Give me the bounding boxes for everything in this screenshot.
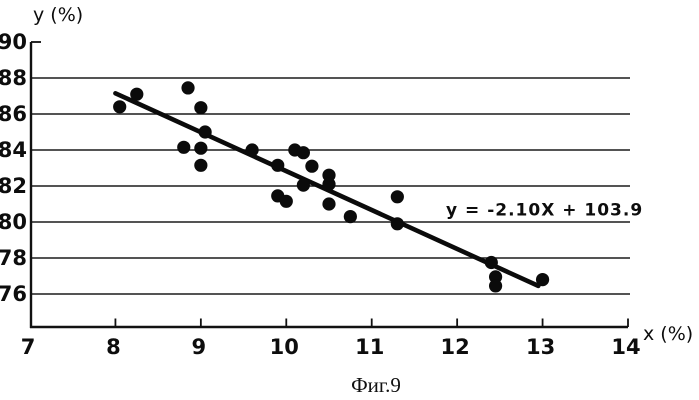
x-tick-label: 9 (192, 335, 207, 359)
equation-label: y = -2.10X + 103.9 (446, 201, 643, 221)
data-point (390, 190, 404, 204)
data-point (488, 279, 503, 293)
data-point (390, 217, 404, 231)
y-tick-label: 76 (0, 282, 27, 306)
data-point (271, 158, 285, 172)
data-points (113, 81, 550, 293)
x-tick-label: 8 (106, 335, 121, 359)
x-axis-title: x (%) (643, 323, 693, 345)
x-tick-label: 11 (355, 335, 384, 359)
y-tick-label: 80 (0, 210, 27, 234)
data-point (130, 87, 144, 101)
y-tick-label: 90 (0, 30, 27, 54)
x-axis-tick-labels: 7 8 9 10 11 12 13 14 (21, 335, 641, 359)
data-point (181, 81, 195, 95)
x-axis-ticks (114, 318, 629, 327)
data-point (305, 159, 319, 173)
data-point (484, 255, 498, 270)
x-tick-label: 14 (611, 335, 640, 359)
x-tick-label: 13 (526, 335, 555, 359)
data-point (343, 210, 357, 224)
x-tick-label: 10 (270, 335, 299, 359)
gridlines (31, 77, 630, 295)
data-point (245, 143, 259, 157)
y-tick-label: 86 (0, 102, 27, 126)
data-point (198, 125, 212, 139)
data-point (194, 158, 208, 172)
y-tick-label: 84 (0, 138, 27, 162)
figure-caption: Фиг.9 (351, 373, 401, 397)
data-point (296, 146, 310, 160)
data-point (194, 101, 208, 115)
y-axis-tick-labels: 90 88 86 84 82 80 78 76 (0, 30, 27, 306)
data-point (113, 100, 127, 114)
data-point (296, 178, 310, 192)
y-tick-label: 78 (0, 246, 27, 270)
data-point (535, 273, 550, 287)
x-tick-label: 12 (441, 335, 470, 359)
data-point (177, 140, 191, 154)
data-point (322, 197, 336, 211)
y-tick-label: 88 (0, 66, 27, 90)
y-axis-title: y (%) (33, 4, 83, 26)
data-point (279, 194, 293, 208)
data-point (194, 141, 208, 155)
axes (29, 41, 628, 329)
data-point (322, 177, 336, 191)
x-tick-label: 7 (21, 335, 36, 359)
y-tick-label: 82 (0, 174, 27, 198)
